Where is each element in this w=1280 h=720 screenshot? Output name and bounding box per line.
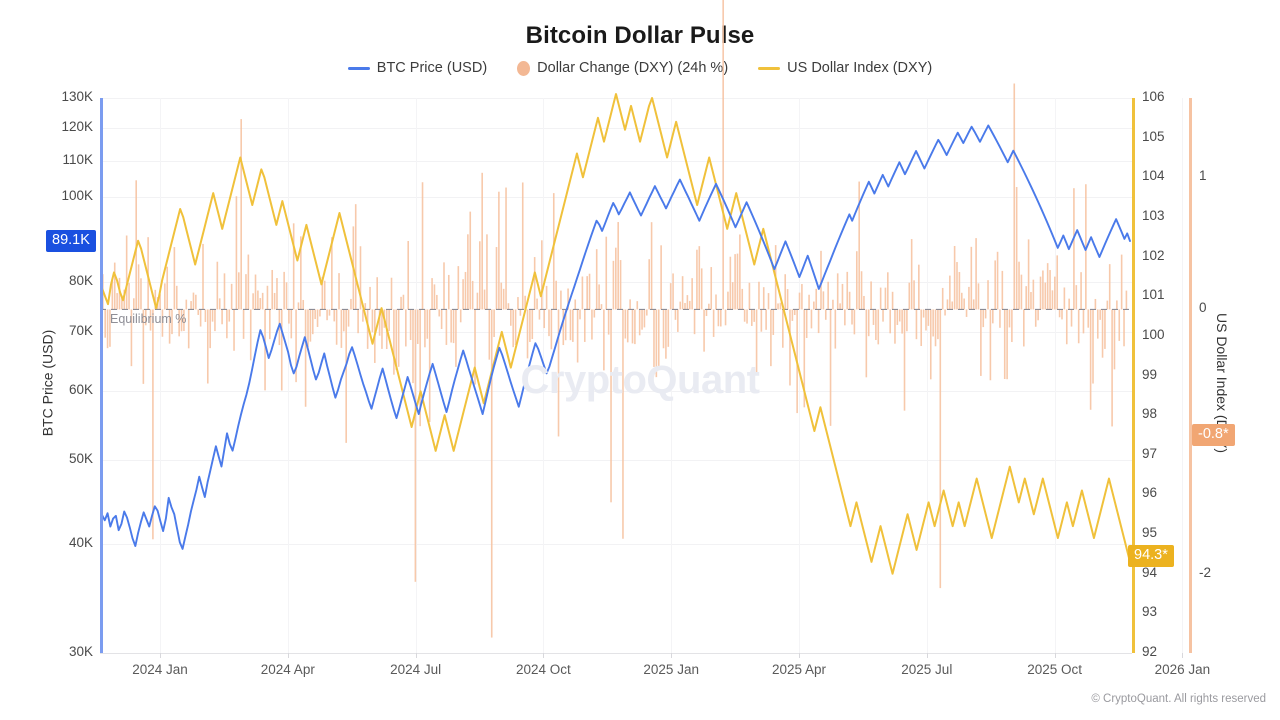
axis-tick-x: 2024 Jul bbox=[390, 662, 442, 677]
axis-tick-x: 2026 Jan bbox=[1154, 662, 1211, 677]
axis-tick-dxy: 92 bbox=[1142, 644, 1158, 659]
axis-tick-dxy: 95 bbox=[1142, 525, 1158, 541]
series-line-btc bbox=[101, 124, 1131, 550]
axis-tick-dxy: 96 bbox=[1142, 485, 1158, 501]
axis-tick-x: 2025 Jan bbox=[643, 662, 699, 677]
axis-tickmark-x bbox=[1054, 653, 1056, 658]
watermark: CryptoQuant bbox=[520, 358, 760, 402]
axis-tickmark-x bbox=[1182, 653, 1184, 658]
axis-spine-dxy bbox=[1132, 98, 1135, 653]
legend-swatch-dot-icon bbox=[517, 60, 531, 76]
legend-swatch-line-icon bbox=[758, 66, 781, 70]
axis-spine-btc bbox=[100, 98, 103, 653]
series-canvas bbox=[100, 0, 1132, 638]
legend-item-btc-price[interactable]: BTC Price (USD) bbox=[347, 60, 488, 76]
axis-tick-btc: 40K bbox=[68, 535, 93, 551]
legend-item-us-dollar-index[interactable]: US Dollar Index (DXY) bbox=[758, 60, 932, 76]
page-title: Bitcoin Dollar Pulse bbox=[525, 22, 755, 49]
plot-area[interactable] bbox=[100, 0, 1184, 654]
badge-change-value: -0.8* bbox=[1192, 424, 1235, 447]
axis-tickmark-x bbox=[543, 653, 545, 658]
axis-tick-dxy: 97 bbox=[1142, 445, 1158, 461]
axis-tick-dxy: 100 bbox=[1142, 326, 1165, 342]
axis-tickmark-x bbox=[415, 653, 417, 658]
axis-tick-btc: 50K bbox=[68, 450, 93, 466]
legend-item-dollar-change[interactable]: Dollar Change (DXY) (24h %) bbox=[517, 60, 728, 76]
axis-tick-dxy: 94 bbox=[1142, 564, 1158, 580]
axis-tickmark-x bbox=[160, 653, 161, 658]
axis-tick-btc: 110K bbox=[62, 152, 93, 168]
axis-tickmark-x bbox=[671, 653, 673, 658]
axis-tick-x: 2024 Oct bbox=[515, 662, 571, 677]
axis-spine-change bbox=[1189, 98, 1192, 653]
dollar-change-bars bbox=[102, 0, 1128, 638]
axis-tick-dxy: 102 bbox=[1142, 247, 1165, 263]
axis-tick-btc: 130K bbox=[61, 89, 93, 104]
legend-label: US Dollar Index (DXY) bbox=[787, 60, 933, 76]
axis-tick-x: 2025 Apr bbox=[771, 662, 827, 677]
axis-tick-dxy: 105 bbox=[1142, 128, 1165, 144]
copyright-notice: © CryptoQuant. All rights reserved bbox=[1091, 693, 1266, 705]
axis-tickmark-x bbox=[287, 653, 289, 658]
axis-tick-x: 2024 Apr bbox=[260, 662, 315, 677]
axis-tick-dxy: 106 bbox=[1142, 89, 1165, 104]
axis-spine-x bbox=[100, 653, 1132, 654]
axis-tick-x: 2024 Jan bbox=[132, 662, 188, 677]
legend-label: BTC Price (USD) bbox=[376, 60, 488, 76]
axis-tick-dxy: 104 bbox=[1142, 168, 1165, 184]
axis-tick-dxy: 103 bbox=[1142, 207, 1165, 223]
axis-tickmark-x bbox=[926, 653, 928, 658]
axis-tick-dxy: 101 bbox=[1142, 287, 1165, 303]
axis-tick-change: 0 bbox=[1199, 300, 1207, 316]
axis-tick-btc: 70K bbox=[68, 323, 93, 339]
chart-legend: BTC Price (USD) Dollar Change (DXY) (24h… bbox=[0, 60, 1280, 76]
legend-swatch-line-icon bbox=[347, 66, 370, 70]
badge-dxy-value: 94.3* bbox=[1128, 545, 1174, 568]
series-line-dxy bbox=[101, 93, 1131, 575]
axis-tick-change: 1 bbox=[1199, 168, 1207, 184]
axis-tick-dxy: 93 bbox=[1142, 604, 1158, 620]
axis-tick-btc: 120K bbox=[61, 119, 93, 135]
axis-tick-dxy: 98 bbox=[1142, 406, 1158, 422]
axis-tick-change: -2 bbox=[1199, 564, 1212, 580]
axis-tick-btc: 60K bbox=[68, 381, 93, 397]
equilibrium-annotation: Equilibrium % bbox=[110, 312, 187, 326]
axis-tick-btc: 100K bbox=[61, 188, 93, 204]
axis-tickmark-x bbox=[799, 653, 800, 658]
axis-tick-btc: 30K bbox=[68, 644, 93, 659]
axis-tick-dxy: 99 bbox=[1142, 366, 1158, 382]
badge-btc-value: 89.1K bbox=[46, 230, 96, 253]
axis-tick-x: 2025 Jul bbox=[901, 662, 953, 677]
axis-tick-x: 2025 Oct bbox=[1027, 662, 1082, 677]
legend-label: Dollar Change (DXY) (24h %) bbox=[537, 60, 729, 76]
axis-tick-btc: 80K bbox=[68, 272, 93, 288]
